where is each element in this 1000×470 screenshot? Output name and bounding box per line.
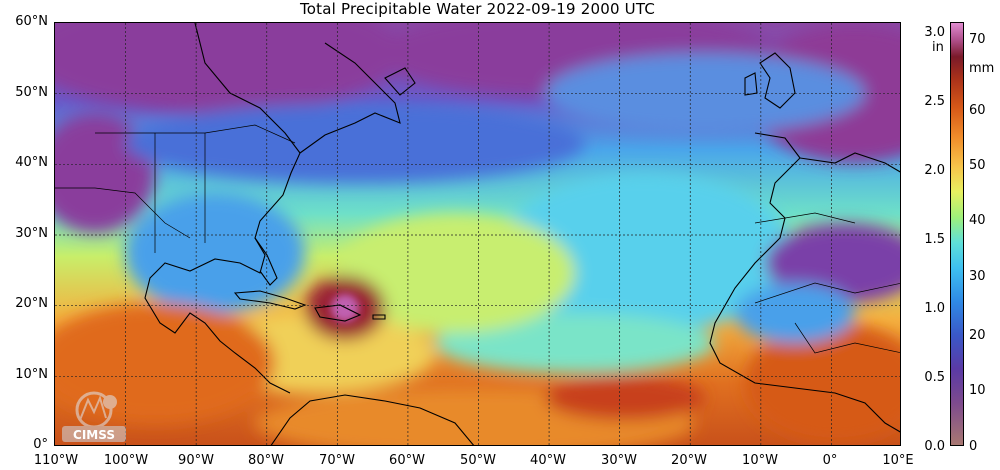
colorbar-mm-tick: 50 xyxy=(969,158,986,173)
lon-label-60w: 60°W xyxy=(389,453,425,468)
colorbar-unit-in: in xyxy=(932,40,944,55)
lon-label-40w: 40°W xyxy=(530,453,566,468)
lat-label-0: 0° xyxy=(33,437,48,452)
lon-label-10w: 10°W xyxy=(742,453,778,468)
logo-text: CIMSS xyxy=(73,428,115,442)
colorbar-in-tick: 1.0 xyxy=(924,301,945,316)
lat-label-40n: 40°N xyxy=(15,155,48,170)
colorbar-mm-tick: 0 xyxy=(969,439,978,454)
lat-label-50n: 50°N xyxy=(15,85,48,100)
map-title: Total Precipitable Water 2022-09-19 2000… xyxy=(299,0,656,18)
lon-label-110w: 110°W xyxy=(33,453,79,468)
borders xyxy=(55,124,900,354)
colorbar-in-tick: 2.5 xyxy=(924,94,945,109)
lon-label-0: 0° xyxy=(822,453,838,468)
cimss-logo: CIMSS xyxy=(62,391,126,442)
lat-label-10n: 10°N xyxy=(15,367,48,382)
tpw-map xyxy=(54,22,901,446)
lon-label-80w: 80°W xyxy=(248,453,284,468)
colorbar-in-tick: 0.0 xyxy=(924,439,945,454)
lon-label-20w: 20°W xyxy=(671,453,707,468)
lat-label-20n: 20°N xyxy=(15,296,48,311)
colorbar-in-tick: 2.0 xyxy=(924,163,945,178)
colorbar-mm-tick: 40 xyxy=(969,213,986,228)
lon-label-70w: 70°W xyxy=(319,453,355,468)
lon-label-90w: 90°W xyxy=(178,453,214,468)
colorbar xyxy=(950,22,964,446)
moisture-blobs xyxy=(55,23,900,445)
lat-label-60n: 60°N xyxy=(15,14,48,29)
colorbar-mm-tick: 20 xyxy=(969,328,986,343)
colorbar-mm-tick: 60 xyxy=(969,103,986,118)
lon-label-10e: 10°E xyxy=(882,453,914,468)
tpw-field xyxy=(55,23,900,445)
lon-label-30w: 30°W xyxy=(601,453,637,468)
colorbar-mm-tick: 10 xyxy=(969,383,986,398)
graticule xyxy=(55,23,900,445)
colorbar-mm-tick: 70 xyxy=(969,32,986,47)
lat-label-30n: 30°N xyxy=(15,226,48,241)
lon-label-100w: 100°W xyxy=(103,453,149,468)
lon-label-50w: 50°W xyxy=(460,453,496,468)
colorbar-in-tick: 0.5 xyxy=(924,370,945,385)
colorbar-mm-tick: 30 xyxy=(969,269,986,284)
colorbar-in-tick: 1.5 xyxy=(924,232,945,247)
colorbar-unit-mm: mm xyxy=(969,61,995,76)
colorbar-in-tick: 3.0 xyxy=(924,25,945,40)
